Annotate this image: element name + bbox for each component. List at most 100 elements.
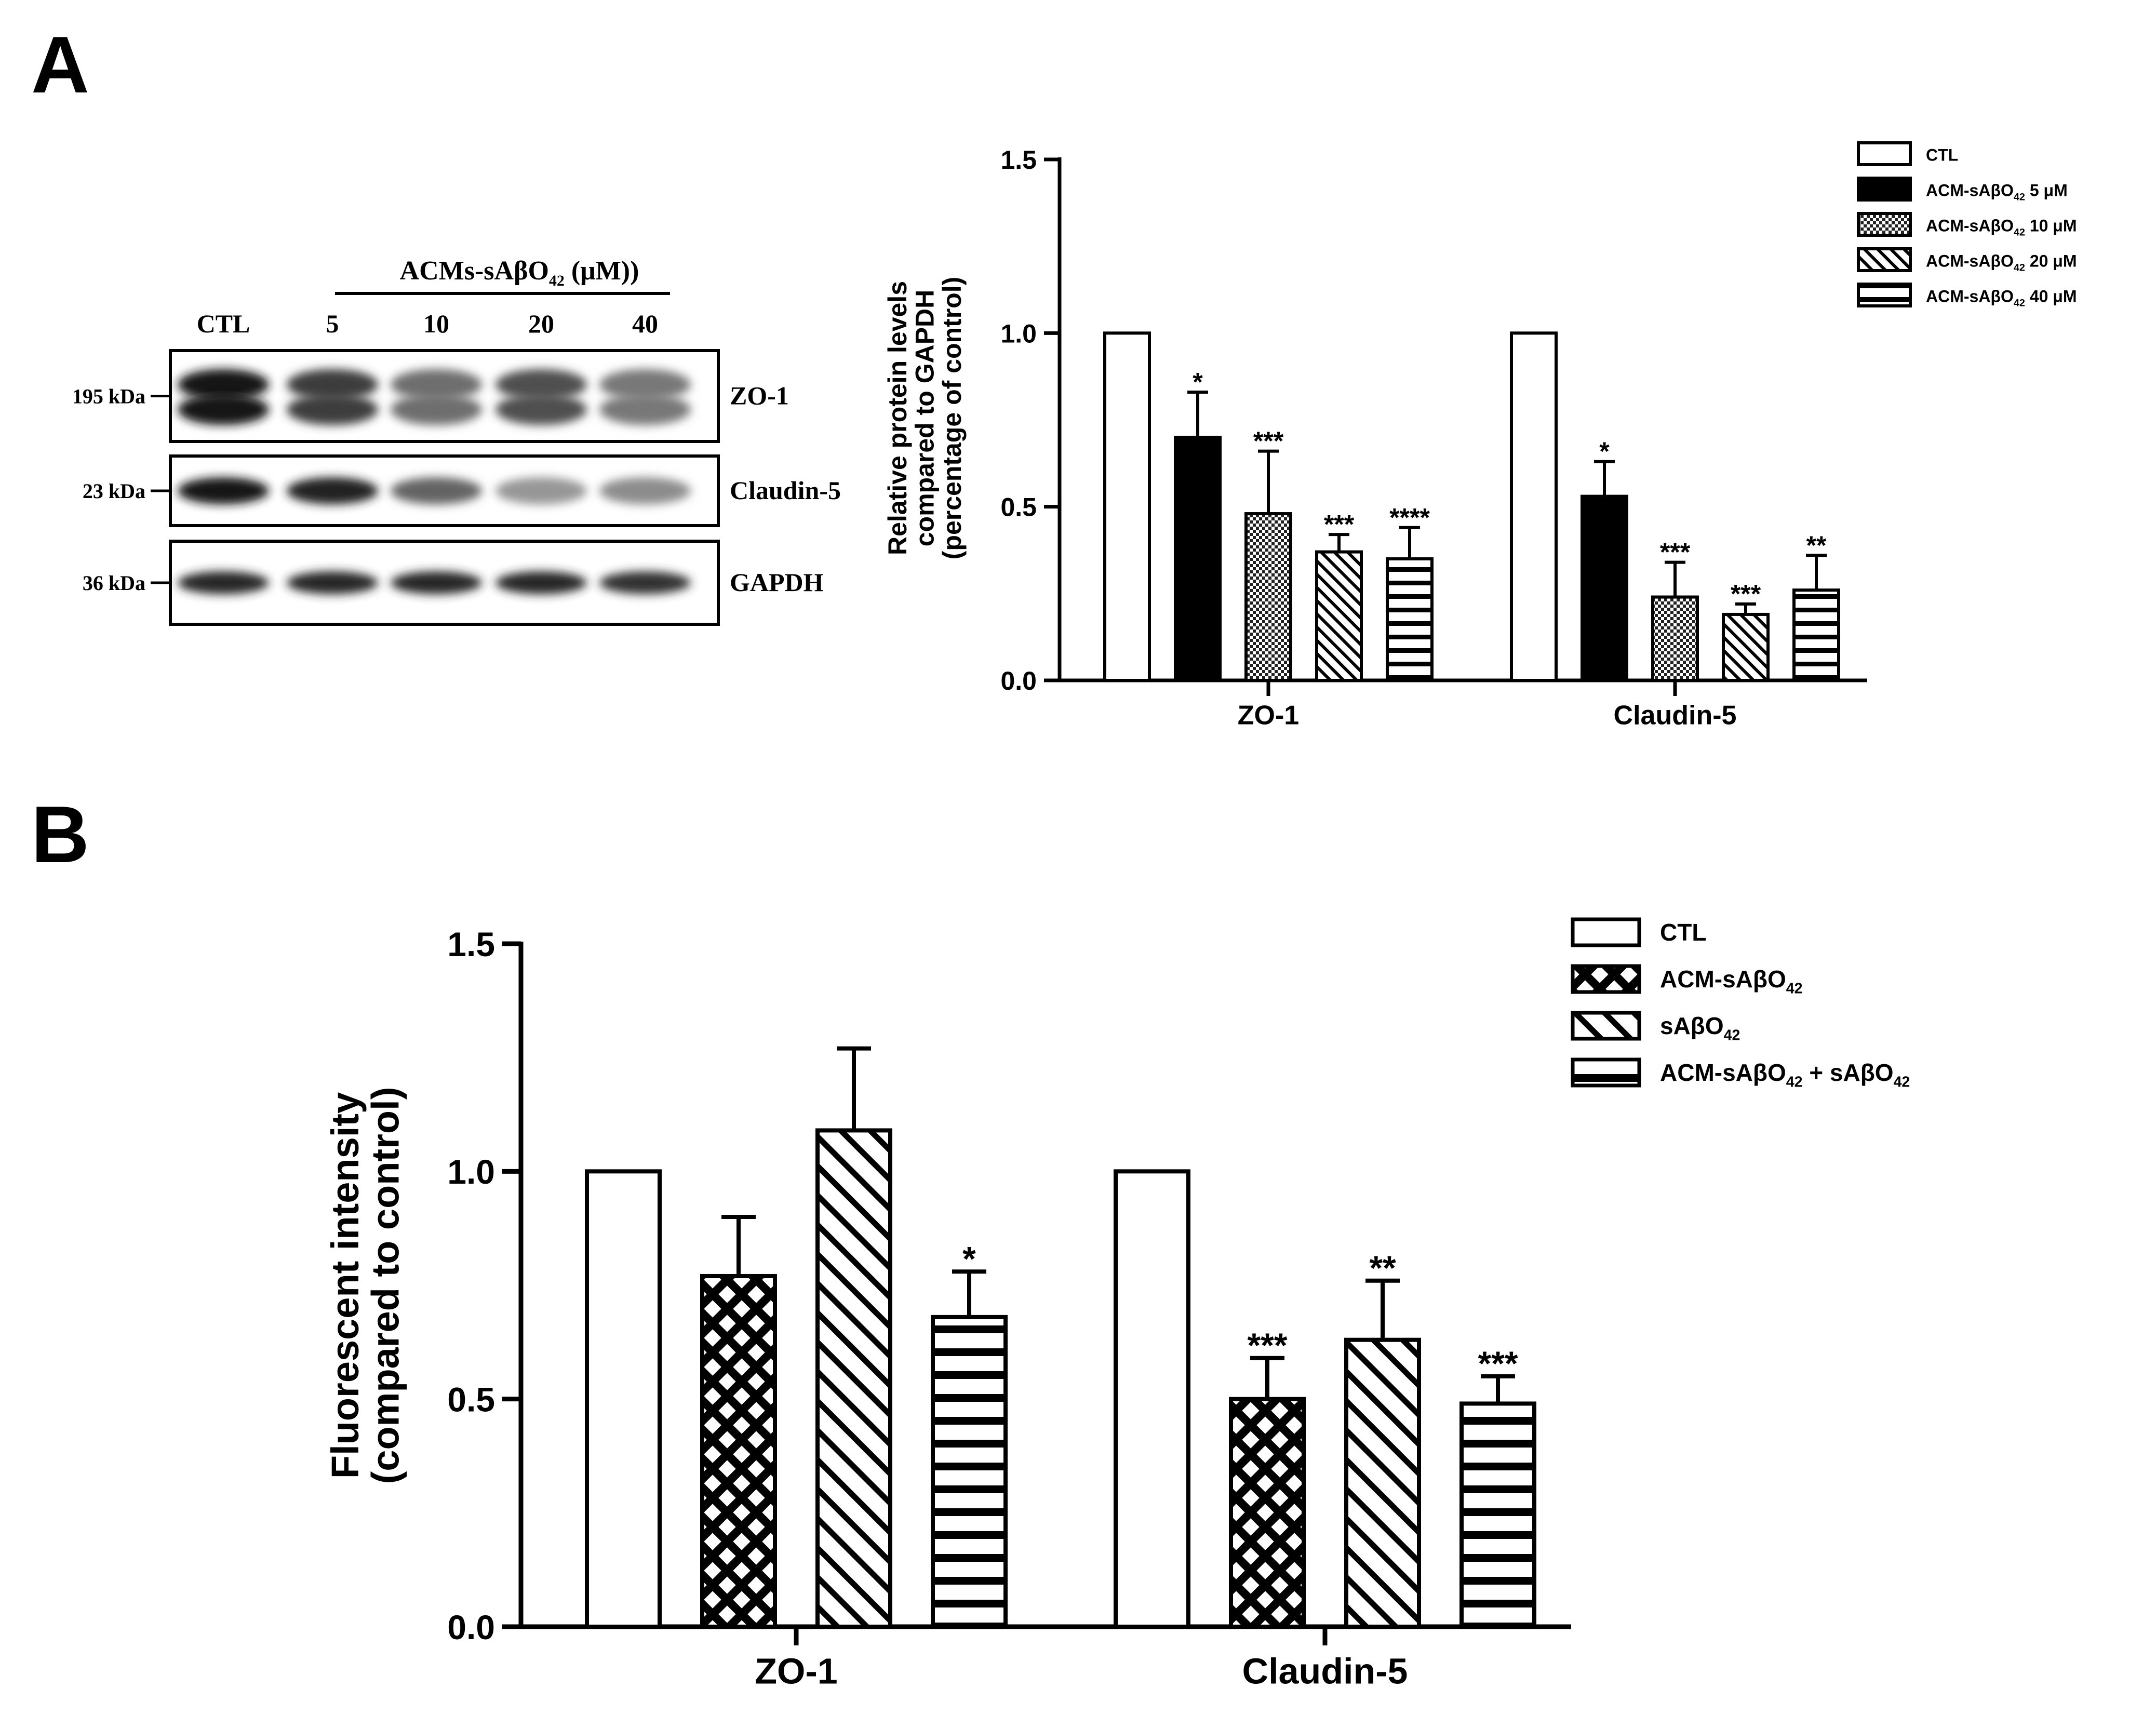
legend-label-tail: 40 μM (2025, 287, 2077, 305)
legend-swatch-sa-o42 (1571, 1011, 1641, 1041)
significance-claudin-5-acm-sa-o42-5-m: * (1599, 437, 1610, 466)
panel-letter-a: A (31, 20, 89, 110)
bar-claudin-5-ctl (1510, 331, 1558, 682)
significance-zo-1-acm-sa-o42-20-m: *** (1324, 510, 1355, 539)
blot-band-zo1-3-lower (496, 394, 587, 425)
y-tick-label-3: 1.5 (447, 925, 495, 963)
legend-item-acm-sa-o42-10-m: ACM-sAβO42 10 μM (1857, 212, 2077, 238)
blot-band-claudin5-3 (496, 477, 587, 504)
y-tick-label-2: 1.0 (447, 1153, 495, 1191)
significance-claudin-5-acm-sa-o42: *** (1247, 1326, 1287, 1364)
blot-band-gapdh-0 (178, 571, 269, 594)
legend-label-main: ACM-sAβO (1926, 251, 2014, 270)
blot-band-zo1-1 (287, 369, 378, 400)
bar-claudin-5-acm-sa-o42-sa-o42 (1459, 1401, 1536, 1629)
legend-label-main: CTL (1926, 145, 1958, 164)
bar-claudin-5-acm-sa-o42-10-m (1651, 595, 1699, 682)
y-axis-label-line-1: (compared to control) (364, 1087, 407, 1484)
legend-label-acm-sa-o42: ACM-sAβO42 (1660, 966, 1802, 997)
legend-label-main: ACM-sAβO (1660, 966, 1786, 993)
blot-treatment-label-tail: (μM)) (565, 256, 639, 286)
lane-label-40: 40 (632, 309, 658, 338)
y-tick-label-1: 0.5 (447, 1380, 495, 1418)
legend-item-acm-sa-o42-5-m: ACM-sAβO42 5 μM (1857, 177, 2068, 203)
blot-treatment-label-sub: 42 (549, 272, 565, 289)
bar-claudin-5-sa-o42 (1344, 1337, 1421, 1629)
legend-swatch-acm-sa-o42-sa-o42 (1571, 1057, 1641, 1088)
bar-claudin-5-acm-sa-o42 (1229, 1397, 1306, 1629)
legend-swatch-ctl (1857, 141, 1912, 166)
legend-item-ctl: CTL (1857, 141, 1958, 166)
legend-swatch-acm-sa-o42-40-m (1857, 283, 1912, 307)
blot-rows: 195 kDa ZO-1 23 kDa Claudin-5 36 kDa GAPDH (72, 349, 841, 626)
legend-item-acm-sa-o42-40-m: ACM-sAβO42 40 μM (1857, 283, 2077, 309)
legend-label-main: ACM-sAβO (1926, 181, 2014, 199)
legend-item-sa-o42: sAβO42 (1571, 1011, 1740, 1044)
bar-zo-1-acm-sa-o42-40-m (1386, 557, 1434, 682)
legend-label-sub2: 42 (1894, 1074, 1910, 1091)
y-axis-label-line-0: Fluorescent intensity (324, 1092, 367, 1479)
bar-zo-1-acm-sa-o42-20-m (1315, 550, 1363, 682)
legend-label-acm-sa-o42-5-m: ACM-sAβO42 5 μM (1926, 181, 2068, 203)
legend-label-sub: 42 (2014, 191, 2025, 203)
significance-zo-1-acm-sa-o42-40-m: **** (1389, 503, 1430, 532)
panel-letter-b: B (31, 789, 89, 879)
bar-zo-1-acm-sa-o42-sa-o42 (931, 1315, 1008, 1629)
blot-band-claudin5-4 (599, 477, 691, 504)
legend-label-ctl: CTL (1926, 145, 1958, 164)
legend-label-sub: 42 (2014, 226, 2025, 238)
blot-band-gapdh-1 (287, 571, 378, 594)
blot-protein-gapdh: GAPDH (730, 568, 824, 597)
bar-zo-1-acm-sa-o42 (700, 1274, 777, 1629)
significance-zo-1-acm-sa-o42-sa-o42: * (962, 1240, 976, 1278)
blot-treatment-label: ACMs-sAβO42 (μM)) (400, 256, 639, 289)
chart-b: 0.0 0.5 1.0 1.5 Fluorescent intensity(compar… (324, 917, 1910, 1692)
legend-item-acm-sa-o42: ACM-sAβO42 (1571, 964, 1802, 997)
significance-zo-1-acm-sa-o42-5-m: * (1193, 368, 1203, 397)
blot-row-zo1: 195 kDa ZO-1 (72, 349, 789, 443)
legend-label-acm-sa-o42-10-m: ACM-sAβO42 10 μM (1926, 216, 2077, 238)
blot-band-gapdh-3 (496, 571, 587, 594)
group-claudin-5: ********Claudin-5 (1114, 1169, 1536, 1692)
blot-band-zo1-2-lower (391, 394, 482, 425)
legend-swatch-acm-sa-o42-20-m (1857, 247, 1912, 272)
legend-swatch-ctl (1571, 917, 1641, 947)
y-axis-label: Relative protein levelscompared to GAPDH… (883, 277, 967, 559)
group-zo-1: * ZO-1 (585, 1046, 1008, 1692)
x-tick-label-claudin-5: Claudin-5 (1242, 1651, 1408, 1692)
y-axis-label-line-2: (percentage of control) (938, 277, 967, 559)
x-tick-label-claudin-5: Claudin-5 (1614, 701, 1737, 731)
legend-swatch-acm-sa-o42-5-m (1857, 177, 1912, 202)
y-axis-label-line-0: Relative protein levels (883, 281, 912, 555)
bar-zo-1-acm-sa-o42-5-m (1174, 435, 1222, 682)
bar-zo-1-ctl (1103, 331, 1151, 682)
blot-lane-labels: CTL 5 10 20 40 (197, 309, 658, 338)
lane-label-10: 10 (423, 309, 449, 338)
group-claudin-5: *********Claudin-5 (1510, 331, 1840, 731)
significance-zo-1-acm-sa-o42-10-m: *** (1253, 426, 1284, 455)
blot-band-zo1-0-lower (178, 394, 269, 425)
x-tick-label-zo-1: ZO-1 (755, 1651, 837, 1692)
blot-band-zo1-4 (599, 369, 691, 400)
bar-zo-1-ctl (585, 1169, 662, 1629)
legend-label-acm-sa-o42-40-m: ACM-sAβO42 40 μM (1926, 287, 2077, 309)
legend-label-sub: 42 (2014, 297, 2025, 309)
bar-claudin-5-ctl (1114, 1169, 1190, 1629)
legend-item-acm-sa-o42-20-m: ACM-sAβO42 20 μM (1857, 247, 2077, 273)
blot-protein-zo1: ZO-1 (730, 381, 789, 410)
bar-claudin-5-acm-sa-o42-40-m (1792, 588, 1840, 682)
legend-label-main: CTL (1660, 919, 1706, 946)
blot-band-gapdh-4 (599, 571, 691, 594)
significance-claudin-5-acm-sa-o42-10-m: *** (1660, 538, 1691, 567)
legend-item-acm-sa-o42-sa-o42: ACM-sAβO42 + sAβO42 (1571, 1057, 1910, 1091)
legend-item-ctl: CTL (1571, 917, 1706, 947)
legend-swatch-acm-sa-o42 (1571, 964, 1641, 994)
blot-row-claudin5: 23 kDa Claudin-5 (83, 454, 841, 527)
blot-band-claudin5-2 (391, 477, 482, 504)
blot-marker-claudin5: 23 kDa (83, 479, 145, 503)
legend-label-acm-sa-o42-sa-o42: ACM-sAβO42 + sAβO42 (1660, 1059, 1910, 1091)
y-tick-label-0: 0.0 (447, 1608, 495, 1646)
x-tick-label-zo-1: ZO-1 (1238, 701, 1299, 731)
